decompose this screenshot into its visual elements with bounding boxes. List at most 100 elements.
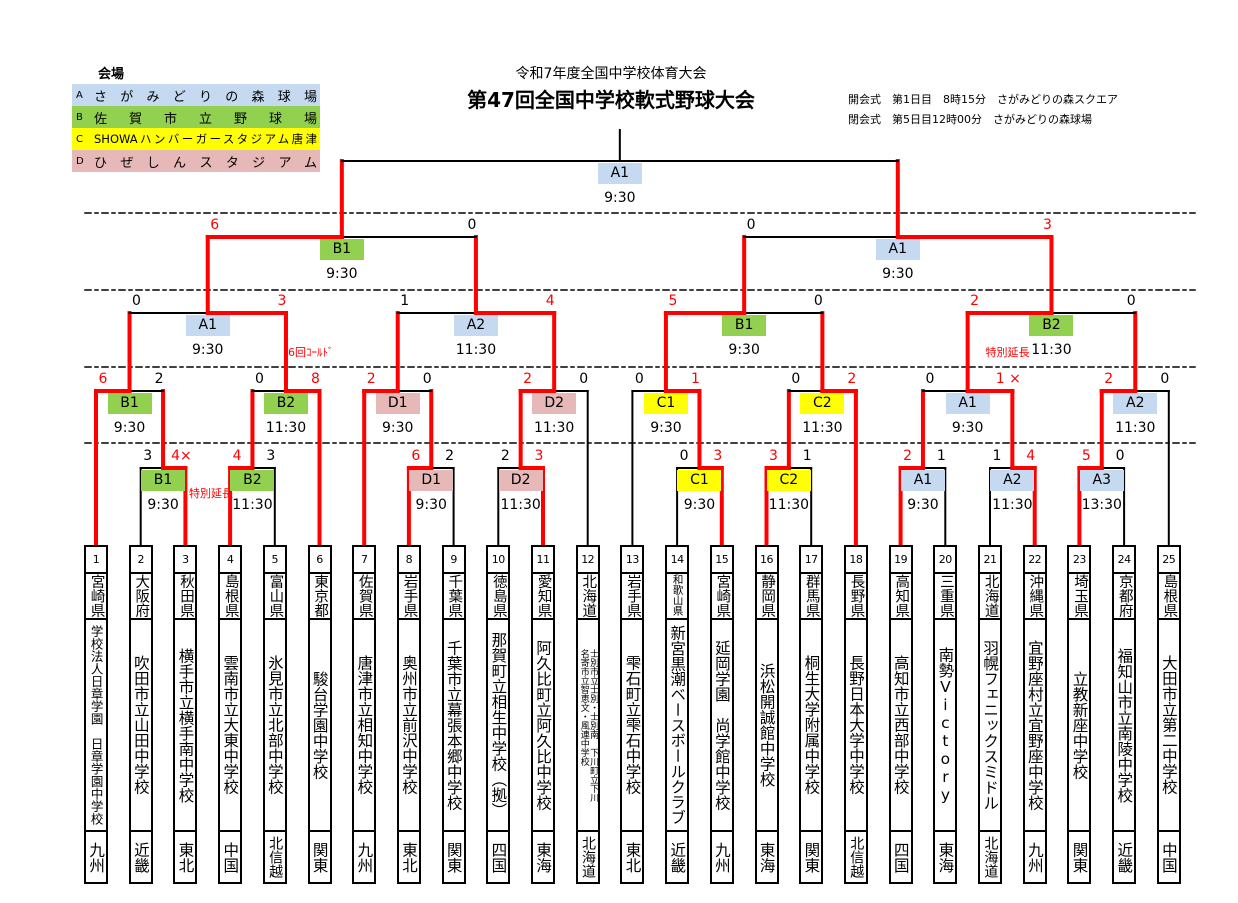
- team-region: 関東: [1069, 832, 1089, 882]
- team-prefecture: 富山県: [264, 574, 285, 620]
- game-score-left: 5: [668, 293, 678, 309]
- school-name: 延岡学園 尚学館中学校: [712, 639, 731, 811]
- game-score-left: 2: [970, 293, 980, 309]
- team-number-text: 17: [804, 553, 819, 566]
- team-number-text: 1: [92, 553, 100, 566]
- team-number: 15: [711, 547, 732, 574]
- game-start-time: 11:30: [1031, 342, 1072, 358]
- game-score-right: 3: [266, 448, 276, 464]
- game-venue-badge: A2: [453, 315, 498, 336]
- team-entry: 17 群馬県 桐生大学附属中学校 関東: [799, 545, 824, 884]
- game-venue-badge: D2: [532, 393, 577, 414]
- school-name: 奥州市立前沢中学校: [400, 655, 419, 795]
- region-text: 九州: [1025, 841, 1044, 873]
- school-name: 吹田市立山田中学校: [131, 655, 150, 795]
- team-entry: 4 島根県 雲南市立大東中学校 中国: [218, 545, 243, 884]
- game-score-left: 0: [791, 371, 801, 387]
- region-text: 関東: [802, 841, 821, 873]
- team-number-text: 15: [715, 553, 729, 566]
- region-text: 中国: [1159, 841, 1178, 873]
- school-name: 阿久比町立阿久比中学校: [534, 639, 553, 811]
- game-score-right: 2: [154, 371, 164, 387]
- team-number: 5: [264, 547, 285, 574]
- game-score-left: 6: [210, 217, 220, 233]
- legend-venue-a: A さがみどりの森球場: [72, 84, 320, 106]
- prefecture-text: 富山県: [267, 574, 284, 618]
- game-venue-badge: C1: [677, 470, 722, 491]
- opening-ceremony-info: 開会式 第1日目 8時15分 さがみどりの森スクエア: [848, 93, 1118, 106]
- game-score-right: 4: [545, 293, 555, 309]
- region-text: 九州: [355, 841, 374, 873]
- team-prefecture: 岩手県: [398, 574, 419, 620]
- team-number: 7: [354, 547, 375, 574]
- team-number: 13: [622, 547, 643, 574]
- game-venue-badge: A1: [945, 393, 990, 414]
- team-number-text: 8: [405, 553, 413, 566]
- team-entry: 5 富山県 氷見市立北部中学校 北信越: [262, 545, 287, 884]
- prefecture-text: 静岡県: [759, 574, 776, 618]
- school-name: 高知市立西部中学校: [891, 655, 910, 795]
- legend-name: さがみどりの森球場: [94, 89, 317, 105]
- game-start-time: 9:30: [326, 266, 358, 282]
- team-number: 19: [890, 547, 911, 574]
- team-number: 21: [980, 547, 1000, 574]
- school-name: 南勢Victory: [936, 646, 955, 804]
- game-score-right: 4: [1026, 448, 1036, 464]
- team-school: 士別市立士別・士別南 下川町立下川 名寄市立智恵文・風連中学校: [577, 620, 598, 832]
- region-text: 四国: [489, 841, 508, 873]
- team-region: 中国: [220, 832, 240, 882]
- region-text: 東北: [623, 841, 642, 873]
- game-score-left: 0: [925, 371, 935, 387]
- game-venue-badge: C1: [643, 393, 688, 414]
- team-school: 奥州市立前沢中学校: [398, 620, 419, 832]
- region-text: 東北: [176, 841, 195, 873]
- game-start-time: 11:30: [768, 497, 810, 513]
- region-text: 関東: [1070, 841, 1089, 873]
- game-score-right: 4×: [171, 448, 192, 464]
- team-prefecture: 三重県: [935, 574, 956, 620]
- team-entry: 22 沖縄県 宜野座村立宜野座中学校 九州: [1022, 545, 1047, 884]
- team-school: 横手市立横手南中学校: [175, 620, 196, 832]
- team-region: 関東: [310, 832, 330, 882]
- game-venue-badge: D1: [375, 393, 420, 414]
- prefecture-text: 宮崎県: [88, 574, 105, 618]
- game-start-time: 9:30: [113, 420, 146, 436]
- team-number-text: 9: [450, 553, 457, 566]
- team-prefecture: 沖縄県: [1024, 574, 1045, 620]
- team-number: 14: [667, 547, 688, 574]
- team-school: 大田市立第二中学校: [1158, 620, 1179, 832]
- team-prefecture: 佐賀県: [354, 574, 375, 620]
- game-score-right: 3: [713, 448, 723, 464]
- legend-venue-b: B 佐賀市立野球場: [72, 106, 320, 128]
- game-score-right: 0: [422, 371, 432, 387]
- team-number-text: 23: [1072, 553, 1087, 566]
- team-school: 阿久比町立阿久比中学校: [533, 620, 553, 832]
- game-venue-badge: B2: [1029, 315, 1074, 336]
- team-entry: 1 宮崎県 学校法人日章学園 日章学園中学校 九州: [84, 545, 108, 884]
- game-score-left: 1: [992, 448, 1002, 464]
- game-note: 特別延長: [189, 487, 234, 500]
- team-school: 南勢Victory: [935, 620, 956, 832]
- prefecture-text: 島根県: [222, 574, 239, 618]
- team-number: 23: [1069, 547, 1090, 574]
- team-region: 近畿: [667, 832, 687, 882]
- team-region: 東海: [757, 832, 777, 882]
- prefecture-text: 群馬県: [803, 574, 820, 618]
- team-entry: 24 京都府 福知山市立南陵中学校 近畿: [1112, 545, 1137, 884]
- team-school: 新宮黒潮ベースボールクラブ: [667, 620, 688, 832]
- team-region: 東北: [399, 832, 419, 882]
- game-start-time: 9:30: [650, 420, 682, 436]
- game-venue-badge: C2: [766, 470, 811, 491]
- team-number: 3: [175, 547, 196, 574]
- team-school: 唐津市立相知中学校: [354, 620, 375, 832]
- team-region: 中国: [1159, 832, 1179, 882]
- team-region: 九州: [1025, 832, 1045, 882]
- legend-name: 佐賀市立野球場: [94, 111, 317, 127]
- team-prefecture: 岩手県: [622, 574, 643, 620]
- team-region: 北信越: [846, 832, 866, 882]
- game-venue-badge: B1: [141, 470, 186, 491]
- school-name: 横手市立横手南中学校: [176, 647, 195, 803]
- game-score-left: 5: [1081, 448, 1091, 464]
- team-number-text: 3: [182, 553, 189, 566]
- game-score-left: 2: [1104, 371, 1114, 387]
